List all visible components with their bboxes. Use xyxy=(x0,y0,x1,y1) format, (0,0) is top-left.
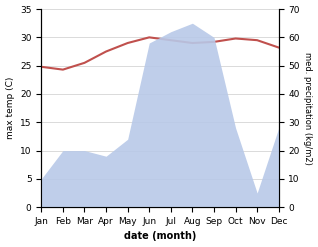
Y-axis label: med. precipitation (kg/m2): med. precipitation (kg/m2) xyxy=(303,52,313,165)
Y-axis label: max temp (C): max temp (C) xyxy=(5,77,15,139)
X-axis label: date (month): date (month) xyxy=(124,231,196,242)
